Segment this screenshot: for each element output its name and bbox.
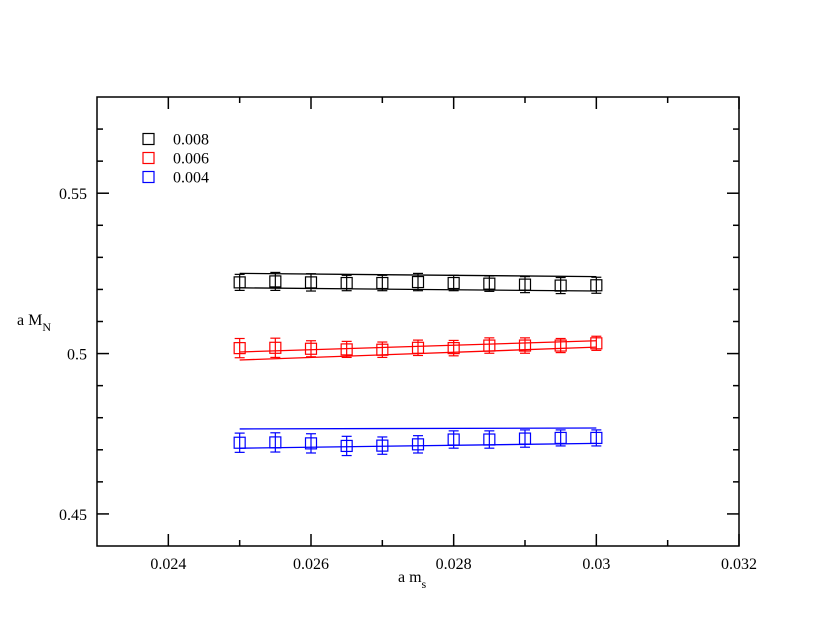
legend-label: 0.006 — [173, 151, 209, 168]
data-point — [590, 429, 603, 447]
data-point — [447, 430, 460, 449]
legend-marker — [142, 132, 155, 146]
data-points — [233, 271, 603, 457]
data-point — [447, 339, 460, 357]
data-point — [554, 337, 567, 354]
data-point — [411, 272, 425, 292]
y-axis-label: a MN — [17, 312, 51, 334]
square-marker — [233, 342, 246, 355]
square-marker — [304, 276, 318, 289]
y-axis-label-subscript: N — [42, 320, 51, 334]
data-point — [376, 274, 389, 292]
legend-item: 0.004 — [142, 170, 209, 187]
square-marker — [411, 438, 425, 451]
legend-marker — [142, 151, 155, 165]
data-point — [233, 273, 246, 291]
square-marker — [340, 439, 353, 453]
legend-marker — [142, 170, 155, 184]
data-point — [554, 276, 567, 295]
square-marker — [447, 433, 460, 446]
square-marker — [376, 439, 389, 452]
legend-label: 0.008 — [173, 132, 209, 149]
data-point — [340, 435, 353, 457]
data-point — [483, 275, 496, 292]
legend-item: 0.006 — [142, 151, 209, 168]
data-point — [304, 340, 318, 358]
data-point — [269, 337, 282, 359]
data-point — [269, 432, 282, 453]
square-marker — [483, 339, 496, 352]
square-marker — [304, 437, 318, 450]
square-marker — [590, 431, 603, 445]
square-marker — [411, 275, 425, 289]
square-marker — [483, 433, 496, 446]
square-marker — [590, 337, 603, 350]
square-marker — [554, 339, 567, 352]
fit-band-upper — [239, 427, 597, 430]
square-marker — [269, 341, 282, 354]
legend-item: 0.008 — [142, 132, 209, 149]
square-marker — [269, 275, 282, 288]
legend-label: 0.004 — [173, 170, 209, 187]
data-point — [376, 341, 389, 359]
data-point — [340, 340, 353, 359]
data-point — [483, 337, 496, 354]
square-marker — [483, 277, 496, 290]
y-tick-label: 0.45 — [59, 507, 87, 524]
data-point — [411, 339, 425, 357]
square-marker — [554, 279, 567, 292]
square-marker — [233, 436, 246, 449]
x-tick-label: 0.028 — [436, 556, 472, 573]
square-marker — [554, 431, 567, 445]
square-marker — [518, 432, 532, 445]
square-marker — [411, 341, 425, 354]
fit-bands — [239, 272, 597, 449]
x-axis-label-subscript: s — [422, 577, 427, 591]
data-point — [233, 432, 246, 453]
data-point — [304, 273, 318, 292]
square-marker — [590, 279, 603, 292]
square-marker — [376, 276, 389, 290]
data-point — [483, 430, 496, 449]
square-marker — [340, 343, 353, 356]
x-tick-label: 0.03 — [582, 556, 610, 573]
data-point — [269, 271, 282, 291]
legend: 0.008 0.006 0.004 — [142, 132, 209, 187]
x-axis-label: a ms — [398, 569, 427, 591]
data-point — [518, 337, 532, 354]
data-point — [447, 274, 460, 292]
data-point — [518, 429, 532, 448]
data-point — [233, 337, 246, 359]
square-marker — [376, 343, 389, 356]
data-point — [590, 276, 603, 294]
x-tick-label: 0.024 — [150, 556, 186, 573]
data-point — [518, 276, 532, 294]
x-tick-label: 0.032 — [721, 556, 757, 573]
square-marker — [447, 342, 460, 355]
square-marker — [233, 276, 246, 289]
y-tick-label: 0.55 — [59, 186, 87, 203]
square-marker — [304, 342, 318, 355]
data-point — [411, 435, 425, 454]
square-marker — [340, 276, 353, 290]
data-point — [554, 429, 567, 447]
x-axis-ticks: 0.024 0.026 0.028 0.03 0.032 — [150, 97, 757, 573]
y-tick-label: 0.5 — [67, 347, 87, 364]
data-point — [304, 433, 318, 454]
square-marker — [518, 278, 532, 291]
data-point — [340, 274, 353, 292]
data-point — [590, 335, 603, 351]
square-marker — [269, 436, 282, 449]
y-axis-ticks: 0.45 0.5 0.55 — [59, 128, 739, 524]
data-point — [376, 436, 389, 455]
x-tick-label: 0.026 — [293, 556, 329, 573]
square-marker — [447, 276, 460, 290]
square-marker — [518, 339, 532, 352]
